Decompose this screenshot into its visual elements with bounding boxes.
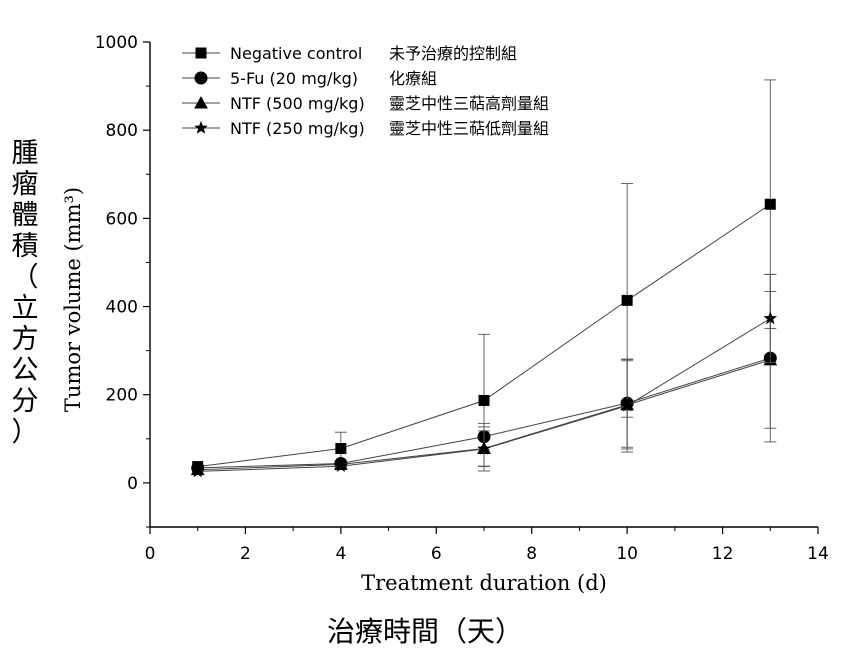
y-tick-label: 800 xyxy=(106,121,138,141)
x-tick-label: 0 xyxy=(145,544,156,564)
y-axis-label-chinese-char: 公 xyxy=(11,355,39,386)
legend-label-chinese: 靈芝中性三萜低劑量組 xyxy=(389,119,549,138)
data-point-star xyxy=(334,459,348,472)
data-point-square xyxy=(764,198,776,210)
y-axis-label-chinese-char: 瘤 xyxy=(11,169,39,200)
legend-label: NTF (250 mg/kg) xyxy=(230,119,365,138)
legend-label: Negative control xyxy=(230,44,362,63)
x-tick-label: 12 xyxy=(712,544,734,564)
y-axis-label-chinese-char: ） xyxy=(11,417,39,448)
legend-label: 5-Fu (20 mg/kg) xyxy=(230,69,358,88)
x-axis-label: Treatment duration (d) xyxy=(361,571,607,595)
x-axis-label-chinese: 治療時間（天） xyxy=(326,615,523,648)
y-tick-label: 400 xyxy=(106,298,138,318)
y-axis-label-chinese-char: 體 xyxy=(11,200,39,231)
legend-label: NTF (500 mg/kg) xyxy=(230,94,365,113)
y-axis-label-chinese-char: 立 xyxy=(11,293,39,324)
y-axis-label: Tumor volume (mm³) xyxy=(61,187,85,412)
legend-marker-square xyxy=(195,47,207,59)
y-axis-label-chinese-char: 分 xyxy=(11,386,39,417)
y-axis-label-chinese-char: 腫 xyxy=(11,138,39,169)
series-square xyxy=(192,79,777,473)
legend-label-chinese: 未予治療的控制組 xyxy=(389,44,517,63)
x-tick-label: 14 xyxy=(807,544,829,564)
data-point-square xyxy=(335,443,347,455)
x-tick-label: 10 xyxy=(616,544,638,564)
data-point-star xyxy=(477,441,491,455)
x-tick-label: 2 xyxy=(240,544,251,564)
x-tick-label: 6 xyxy=(431,544,442,564)
y-axis-label-chinese-char: 積 xyxy=(11,231,39,262)
legend-marker-triangle xyxy=(194,96,208,109)
legend-marker-star xyxy=(194,120,208,134)
legend-label-chinese: 靈芝中性三萜高劑量組 xyxy=(389,94,549,113)
data-point-star xyxy=(620,398,634,412)
x-tick-label: 8 xyxy=(526,544,537,564)
x-tick-label: 4 xyxy=(335,544,346,564)
y-tick-label: 0 xyxy=(127,474,138,494)
legend-marker-circle xyxy=(194,71,208,85)
y-tick-label: 1000 xyxy=(95,33,138,53)
y-tick-label: 200 xyxy=(106,386,138,406)
data-point-star xyxy=(763,311,778,325)
data-point-star xyxy=(190,464,205,478)
series-star xyxy=(190,273,778,478)
data-point-square xyxy=(621,294,633,306)
legend-label-chinese: 化療組 xyxy=(389,69,437,88)
y-axis-label-chinese-char: （ xyxy=(11,262,39,293)
data-point-square xyxy=(478,394,490,406)
y-axis-label-chinese: 腫瘤體積（立方公分） xyxy=(10,138,40,448)
y-axis-label-chinese-char: 方 xyxy=(11,324,39,355)
y-tick-label: 600 xyxy=(106,209,138,229)
